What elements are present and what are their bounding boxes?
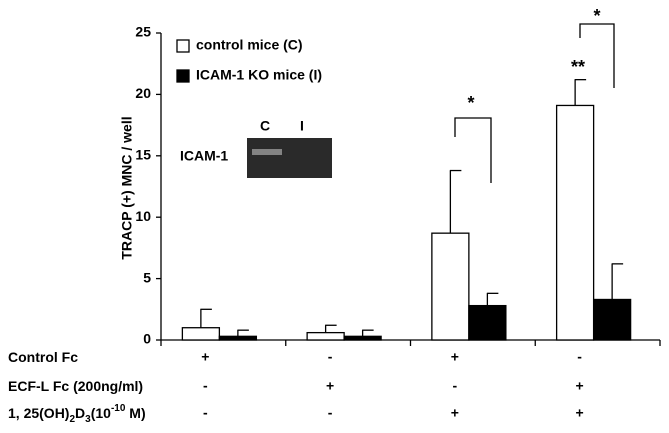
error-bar xyxy=(574,79,587,106)
condition-value: + xyxy=(326,378,334,394)
significance-bracket xyxy=(454,117,492,183)
gel-band xyxy=(252,149,282,155)
legend-swatch xyxy=(176,69,190,83)
bar xyxy=(218,335,258,341)
condition-label-part: Control Fc xyxy=(8,349,78,365)
error-bar xyxy=(486,292,499,306)
gel-lane-label: I xyxy=(300,118,304,134)
error-bar xyxy=(324,324,337,333)
legend-label: control mice (C) xyxy=(196,37,303,53)
inset-gel xyxy=(247,138,332,178)
condition-label-part: D xyxy=(75,405,85,421)
condition-label-part: 1, 25(OH) xyxy=(8,405,69,421)
bar xyxy=(555,104,595,341)
bar xyxy=(468,304,507,341)
condition-value: - xyxy=(577,349,582,365)
condition-value: + xyxy=(451,405,459,421)
condition-value: + xyxy=(576,405,584,421)
bar xyxy=(592,298,632,341)
condition-value: - xyxy=(328,349,333,365)
bar xyxy=(431,232,470,341)
bar xyxy=(306,331,345,341)
significance-label: ** xyxy=(571,57,585,77)
condition-label: Control Fc xyxy=(8,349,78,365)
error-bar xyxy=(361,329,374,337)
condition-label: ECF-L Fc (200ng/ml) xyxy=(8,378,143,394)
y-tick-label: 25 xyxy=(135,24,151,40)
gel-lane-label: C xyxy=(260,118,270,134)
significance-bracket xyxy=(579,23,615,88)
y-tick-label: 15 xyxy=(135,147,151,163)
condition-value: + xyxy=(576,378,584,394)
condition-label-part: ECF-L Fc (200ng/ml) xyxy=(8,378,143,394)
error-bar xyxy=(449,169,462,234)
significance-label: * xyxy=(593,6,600,26)
y-tick-label: 0 xyxy=(143,331,151,347)
significance-label: * xyxy=(467,93,474,113)
legend-label: ICAM-1 KO mice (I) xyxy=(196,67,322,83)
condition-value: - xyxy=(453,378,458,394)
error-bar xyxy=(200,308,212,328)
error-bar xyxy=(611,263,624,300)
condition-value: - xyxy=(328,405,333,421)
condition-label-part: 2 xyxy=(69,414,75,425)
condition-label-part: -10 xyxy=(111,403,126,414)
y-tick-label: 5 xyxy=(143,269,151,285)
condition-label: 1, 25(OH)2D3(10-10 M) xyxy=(8,403,146,425)
condition-value: - xyxy=(203,378,208,394)
condition-label-part: 3 xyxy=(85,414,91,425)
y-tick-label: 20 xyxy=(135,85,151,101)
condition-value: - xyxy=(203,405,208,421)
error-bar xyxy=(237,329,249,337)
bar xyxy=(343,335,382,341)
y-tick-label: 10 xyxy=(135,208,151,224)
gel-label: ICAM-1 xyxy=(180,148,228,164)
y-axis-label: TRACP (+) MNC / well xyxy=(119,116,135,259)
condition-value: + xyxy=(201,349,209,365)
legend-swatch xyxy=(176,39,190,53)
condition-value: + xyxy=(451,349,459,365)
bar xyxy=(181,327,221,341)
condition-label-part: M) xyxy=(125,405,145,421)
condition-label-part: (10 xyxy=(91,405,111,421)
